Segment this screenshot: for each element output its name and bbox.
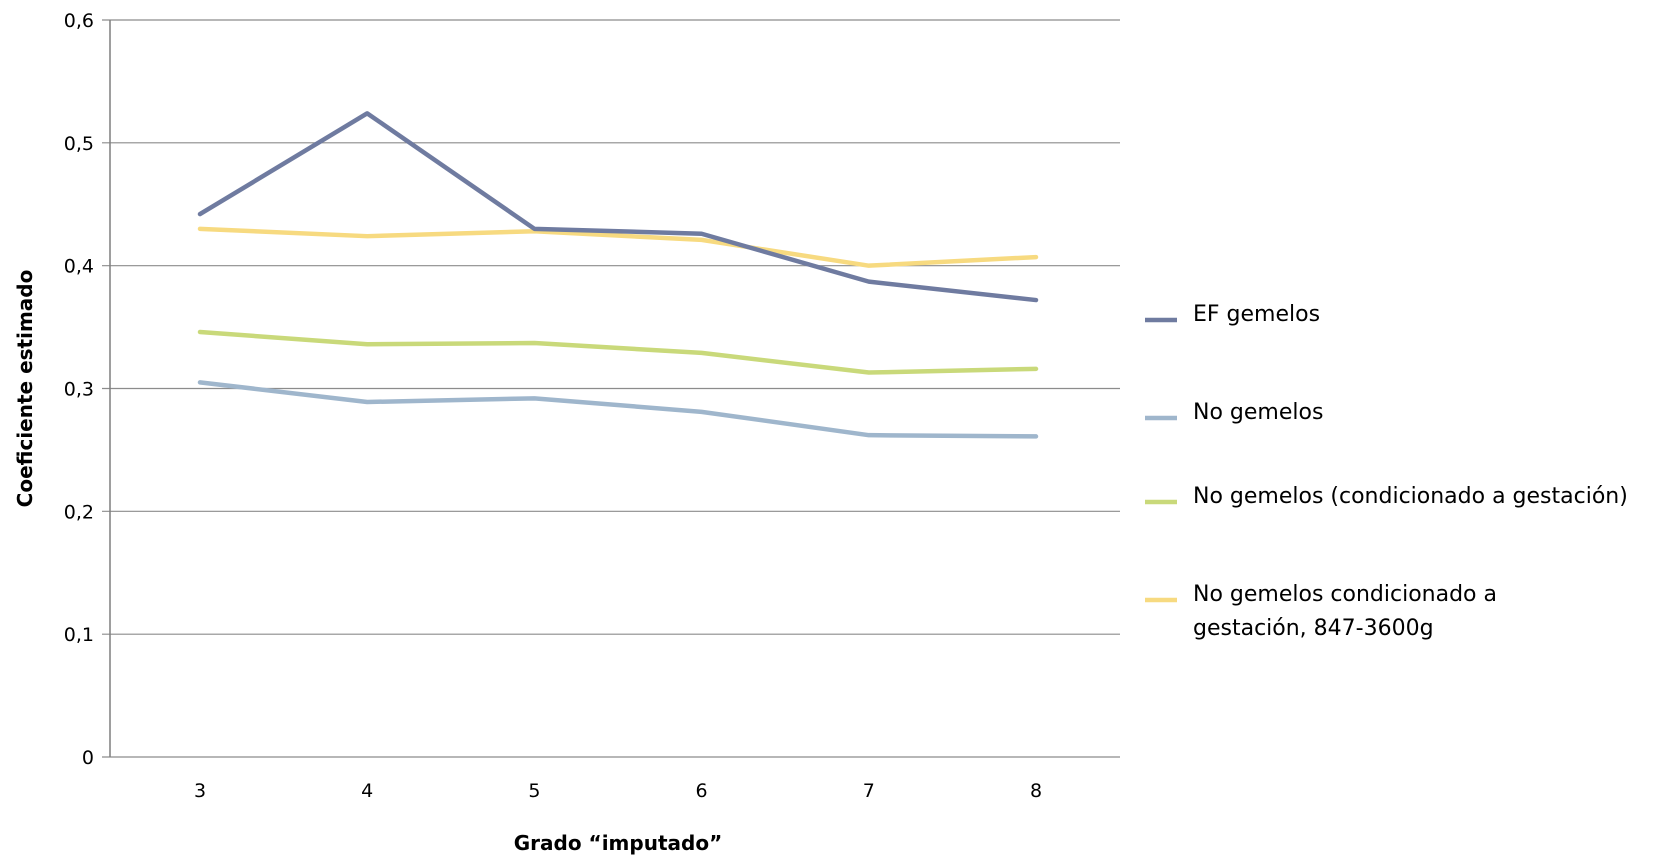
legend-label: No gemelos — [1193, 400, 1323, 425]
x-tick-label: 7 — [863, 780, 875, 802]
x-axis-title: Grado “imputado” — [514, 831, 722, 855]
y-tick-label: 0,5 — [64, 133, 94, 155]
x-tick-label: 8 — [1030, 780, 1042, 802]
series-line — [197, 329, 1039, 375]
y-axis-title: Coeficiente estimado — [13, 270, 37, 508]
y-axis-ticks: 0 0,1 0,2 0,3 0,4 0,5 0,6 — [64, 10, 94, 769]
y-tick-label: 0,6 — [64, 10, 94, 32]
y-tick-label: 0,1 — [64, 624, 94, 646]
legend-label: No gemelos (condicionado a gestación) — [1193, 484, 1628, 509]
gridlines — [102, 19, 1120, 758]
x-axis-ticks: 3 4 5 6 7 8 — [194, 780, 1042, 802]
series-lines — [197, 111, 1039, 439]
y-tick-label: 0,4 — [64, 256, 94, 278]
series-line — [197, 111, 1039, 303]
legend-label: No gemelos condicionado a gestación, 847-… — [1193, 582, 1497, 641]
y-tick-label: 0,2 — [64, 501, 94, 523]
legend-label: EF gemelos — [1193, 302, 1320, 327]
series-line — [197, 226, 1039, 268]
x-tick-label: 5 — [528, 780, 540, 802]
legend: EF gemelos No gemelos No gemelos (condicio… — [1145, 302, 1628, 641]
x-tick-label: 4 — [361, 780, 373, 802]
y-tick-label: 0 — [82, 747, 94, 769]
series-line — [197, 380, 1039, 439]
y-tick-label: 0,3 — [64, 379, 94, 401]
x-tick-label: 6 — [696, 780, 708, 802]
x-tick-label: 3 — [194, 780, 206, 802]
